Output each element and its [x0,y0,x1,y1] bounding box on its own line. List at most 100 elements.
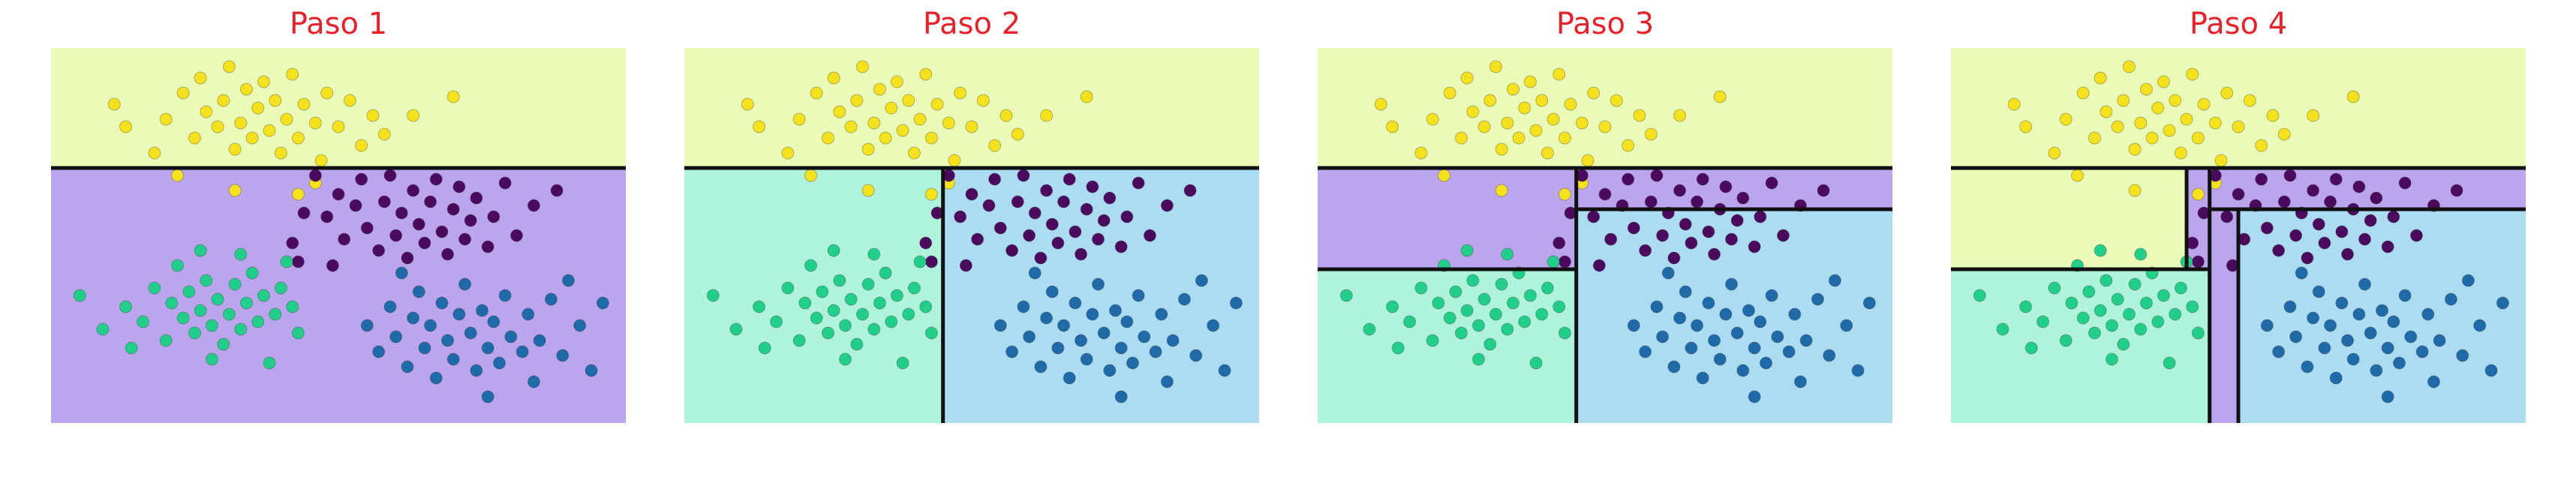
data-point-purple [1143,229,1156,242]
data-point-yellow [148,146,161,160]
region-yellow [1318,48,1892,168]
data-point-green [2122,308,2136,321]
data-point-blue [1719,308,1733,321]
data-point-purple [308,169,322,182]
data-point-blue [1667,360,1681,374]
data-point-green [205,319,218,332]
data-point-yellow [446,90,460,104]
data-point-green [2059,334,2073,347]
data-point-blue [476,304,488,317]
data-point-green [217,338,230,351]
data-point-blue [1160,375,1174,388]
data-point-yellow [1622,139,1635,152]
data-point-blue [2381,390,2394,404]
data-point-yellow [2266,109,2280,122]
data-point-purple [498,176,512,190]
data-point-blue [2295,266,2308,280]
data-point-yellow [119,120,133,134]
data-point-purple [487,210,500,224]
data-point-yellow [332,120,345,134]
data-point-purple [2409,229,2423,242]
data-point-blue [2392,356,2406,370]
data-point-yellow [291,131,305,145]
data-point-green [2117,338,2130,351]
data-point-purple [919,236,933,250]
data-point-purple [1183,184,1197,197]
data-point-yellow [890,75,903,88]
data-point-green [188,326,201,340]
data-point-green [2169,308,2182,321]
data-point-yellow [844,120,858,134]
data-point-blue [533,334,546,347]
data-point-blue [2346,352,2360,366]
data-point-yellow [2214,154,2228,167]
data-point-purple [2324,195,2337,208]
data-point-yellow [257,75,270,88]
data-point-blue [1759,356,1772,370]
data-point-yellow [1587,86,1601,100]
data-point-blue [2329,371,2343,385]
data-point-green [1466,274,1480,287]
data-point-purple [2387,210,2400,224]
data-point-green [274,281,287,295]
data-point-purple [1034,251,1048,265]
data-point-purple [1685,236,1698,250]
region-purple [1318,168,1577,269]
data-point-green [850,338,864,351]
data-point-yellow [228,184,242,197]
data-point-yellow [1564,98,1577,111]
data-point-yellow [291,188,305,201]
data-point-yellow [297,98,311,111]
data-point-blue [1765,289,1778,302]
data-point-yellow [274,146,287,160]
data-point-blue [429,371,443,385]
data-point-purple [2450,184,2463,197]
data-point-blue [585,364,598,377]
data-point-yellow [286,68,299,81]
data-point-blue [1851,364,1865,377]
data-point-purple [2301,251,2314,265]
data-point-green [2065,296,2079,310]
data-point-yellow [1547,112,1560,126]
data-point-purple [1114,240,1128,254]
data-point-yellow [2157,75,2170,88]
data-point-green [1426,334,1439,347]
data-point-green [2151,315,2165,328]
data-point-purple [424,195,437,208]
data-point-green [838,352,852,366]
data-point-green [2105,352,2118,366]
data-point-yellow [810,86,823,100]
data-point-yellow [1455,131,1468,145]
data-point-blue [1207,319,1220,332]
data-point-green [770,315,783,328]
data-point-blue [1748,341,1761,355]
data-point-yellow [919,68,933,81]
data-point-green [2139,296,2153,310]
data-point-green [1460,304,1474,317]
data-point-yellow [355,139,368,152]
data-point-green [885,315,898,328]
data-point-yellow [833,105,846,118]
data-point-yellow [1443,86,1456,100]
data-point-green [148,281,161,295]
data-point-blue [446,352,460,366]
data-point-blue [1075,334,1088,347]
data-point-purple [2220,210,2234,224]
data-point-blue [401,360,414,374]
data-point-blue [1713,352,1727,366]
data-point-green [2157,289,2170,302]
data-point-yellow [1558,131,1571,145]
data-point-purple [1754,210,1767,224]
data-point-purple [550,184,564,197]
data-point-green [1414,281,1428,295]
data-point-yellow [2094,71,2107,85]
data-point-blue [1132,289,1145,302]
data-point-yellow [280,112,293,126]
data-point-purple [1075,248,1088,261]
data-point-blue [527,375,540,388]
data-point-purple [1057,195,1071,208]
data-point-blue [561,274,575,287]
data-point-purple [372,244,386,257]
data-point-purple [1017,169,1030,182]
data-point-yellow [2220,86,2234,100]
